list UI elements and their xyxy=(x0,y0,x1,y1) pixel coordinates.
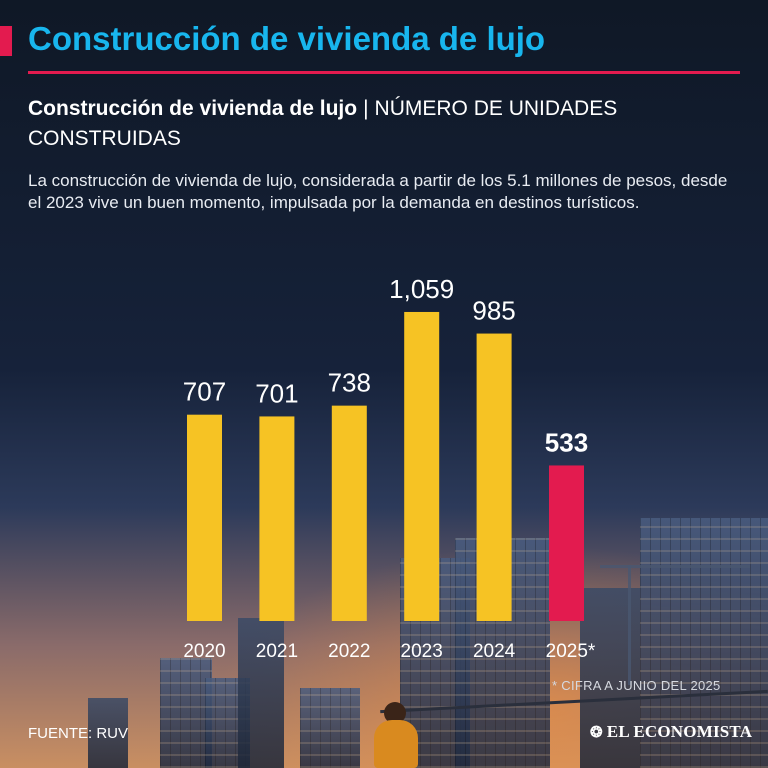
data-label-2023: 1,059 xyxy=(389,274,454,304)
chart-subtitle: Construcción de vivienda de lujo | NÚMERO … xyxy=(28,94,738,154)
data-label-2020: 707 xyxy=(183,377,226,407)
subtitle-units: NÚMERO DE UNIDADES CONSTRUIDAS xyxy=(28,97,618,150)
subtitle-separator: | xyxy=(363,97,369,120)
tick-label-2024: 2024 xyxy=(473,641,516,662)
bar-2022 xyxy=(331,405,367,621)
tick-label-2020: 2020 xyxy=(183,641,225,662)
data-label-2022: 738 xyxy=(328,368,371,398)
building-silhouette xyxy=(640,518,768,768)
footnote: * CIFRA A JUNIO DEL 2025 xyxy=(552,678,721,693)
tick-label-2025*: 2025* xyxy=(546,641,596,662)
data-label-2021: 701 xyxy=(255,378,298,408)
bar-2021 xyxy=(259,416,295,621)
bar-2025* xyxy=(549,465,584,621)
crane xyxy=(600,565,750,568)
crane xyxy=(628,565,631,685)
tick-label-2022: 2022 xyxy=(328,641,370,662)
title-accent-bar xyxy=(0,26,12,56)
source-text: FUENTE: RUV xyxy=(28,725,129,742)
page-title: Construcción de vivienda de lujo xyxy=(28,20,546,57)
bar-2020 xyxy=(187,414,222,621)
data-label-2024: 985 xyxy=(472,296,515,326)
data-label-2025*: 533 xyxy=(545,427,588,457)
bar-2023 xyxy=(404,311,440,621)
tick-label-2023: 2023 xyxy=(401,641,443,662)
subtitle-bold: Construcción de vivienda de lujo xyxy=(28,97,358,120)
el-economista-logo: ❂ EL ECONOMISTA xyxy=(590,722,753,741)
building-silhouette xyxy=(300,688,360,768)
logo-text: EL ECONOMISTA xyxy=(606,722,753,741)
building-silhouette xyxy=(160,658,212,768)
description-text: La construcción de vivienda de lujo, con… xyxy=(28,171,728,212)
title-divider xyxy=(28,71,740,74)
building-silhouette xyxy=(88,698,128,768)
building-silhouette xyxy=(238,618,284,768)
person-silhouette xyxy=(372,702,420,768)
bar-2024 xyxy=(476,333,512,621)
tick-label-2021: 2021 xyxy=(256,641,298,662)
